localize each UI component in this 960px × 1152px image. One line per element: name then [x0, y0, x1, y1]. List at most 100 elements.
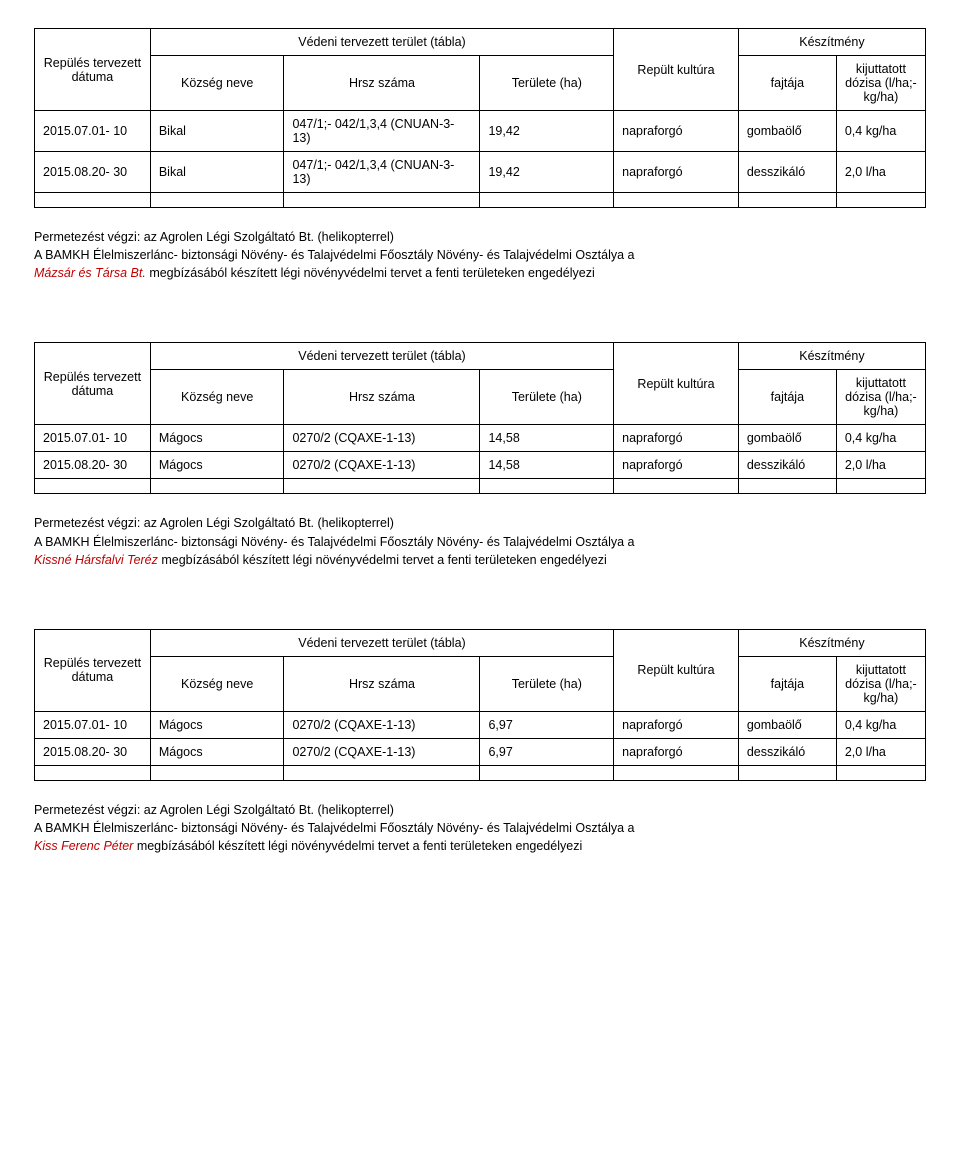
cell-village: Mágocs — [150, 738, 284, 765]
para-line1: Permetezést végzi: az Agrolen Légi Szolg… — [34, 516, 394, 530]
table-row-empty — [35, 479, 926, 494]
para-suffix: megbízásából készített légi növényvédelm… — [158, 553, 607, 567]
cell-culture: napraforgó — [614, 152, 739, 193]
th-area-group: Védeni tervezett terület (tábla) — [150, 29, 613, 56]
para-name: Kissné Hársfalvi Teréz — [34, 553, 158, 567]
table-row: 2015.07.01- 10 Mágocs 0270/2 (CQAXE-1-13… — [35, 711, 926, 738]
cell-hrsz: 047/1;- 042/1,3,4 (CNUAN-3-13) — [284, 111, 480, 152]
cell-area: 19,42 — [480, 152, 614, 193]
para-name: Mázsár és Társa Bt. — [34, 266, 146, 280]
data-table-3: Repülés tervezett dátuma Védeni tervezet… — [34, 629, 926, 781]
cell-date: 2015.08.20- 30 — [35, 452, 151, 479]
paragraph-1: Permetezést végzi: az Agrolen Légi Szolg… — [34, 228, 926, 282]
data-table-2: Repülés tervezett dátuma Védeni tervezet… — [34, 342, 926, 494]
th-culture: Repült kultúra — [614, 629, 739, 711]
cell-village: Mágocs — [150, 452, 284, 479]
cell-area: 6,97 — [480, 738, 614, 765]
para-line2: A BAMKH Élelmiszerlánc- biztonsági Növén… — [34, 535, 634, 549]
th-date: Repülés tervezett dátuma — [35, 629, 151, 711]
th-culture: Repült kultúra — [614, 343, 739, 425]
th-dose: kijuttatott dózisa (l/ha;- kg/ha) — [836, 56, 925, 111]
para-line2: A BAMKH Élelmiszerlánc- biztonsági Növén… — [34, 248, 634, 262]
table-row: 2015.08.20- 30 Mágocs 0270/2 (CQAXE-1-13… — [35, 452, 926, 479]
cell-date: 2015.07.01- 10 — [35, 425, 151, 452]
cell-date: 2015.07.01- 10 — [35, 711, 151, 738]
cell-culture: napraforgó — [614, 111, 739, 152]
th-dose: kijuttatott dózisa (l/ha;- kg/ha) — [836, 656, 925, 711]
cell-type: gombaölő — [738, 425, 836, 452]
th-product-group: Készítmény — [738, 343, 925, 370]
cell-dose: 2,0 l/ha — [836, 152, 925, 193]
cell-date: 2015.08.20- 30 — [35, 152, 151, 193]
cell-village: Mágocs — [150, 425, 284, 452]
data-table-1: Repülés tervezett dátuma Védeni tervezet… — [34, 28, 926, 208]
cell-village: Bikal — [150, 111, 284, 152]
cell-area: 14,58 — [480, 425, 614, 452]
cell-area: 6,97 — [480, 711, 614, 738]
th-area: Területe (ha) — [480, 656, 614, 711]
th-dose: kijuttatott dózisa (l/ha;- kg/ha) — [836, 370, 925, 425]
table-row-empty — [35, 765, 926, 780]
th-hrsz: Hrsz száma — [284, 56, 480, 111]
cell-hrsz: 0270/2 (CQAXE-1-13) — [284, 711, 480, 738]
th-village: Község neve — [150, 656, 284, 711]
cell-type: desszikáló — [738, 152, 836, 193]
section-1: Repülés tervezett dátuma Védeni tervezet… — [34, 28, 926, 282]
th-village: Község neve — [150, 56, 284, 111]
cell-date: 2015.07.01- 10 — [35, 111, 151, 152]
cell-dose: 2,0 l/ha — [836, 738, 925, 765]
table-row: 2015.07.01- 10 Bikal 047/1;- 042/1,3,4 (… — [35, 111, 926, 152]
section-2: Repülés tervezett dátuma Védeni tervezet… — [34, 342, 926, 568]
cell-culture: napraforgó — [614, 711, 739, 738]
cell-date: 2015.08.20- 30 — [35, 738, 151, 765]
table-header: Repülés tervezett dátuma Védeni tervezet… — [35, 629, 926, 711]
th-village: Község neve — [150, 370, 284, 425]
th-area: Területe (ha) — [480, 370, 614, 425]
th-type: fajtája — [738, 370, 836, 425]
th-hrsz: Hrsz száma — [284, 370, 480, 425]
cell-culture: napraforgó — [614, 425, 739, 452]
section-3: Repülés tervezett dátuma Védeni tervezet… — [34, 629, 926, 855]
cell-hrsz: 0270/2 (CQAXE-1-13) — [284, 452, 480, 479]
th-area: Területe (ha) — [480, 56, 614, 111]
cell-type: desszikáló — [738, 738, 836, 765]
cell-area: 14,58 — [480, 452, 614, 479]
cell-hrsz: 0270/2 (CQAXE-1-13) — [284, 425, 480, 452]
table-row: 2015.08.20- 30 Mágocs 0270/2 (CQAXE-1-13… — [35, 738, 926, 765]
para-name: Kiss Ferenc Péter — [34, 839, 133, 853]
th-type: fajtája — [738, 56, 836, 111]
table-row: 2015.08.20- 30 Bikal 047/1;- 042/1,3,4 (… — [35, 152, 926, 193]
th-date: Repülés tervezett dátuma — [35, 29, 151, 111]
cell-area: 19,42 — [480, 111, 614, 152]
cell-village: Mágocs — [150, 711, 284, 738]
th-area-group: Védeni tervezett terület (tábla) — [150, 343, 613, 370]
th-type: fajtája — [738, 656, 836, 711]
para-suffix: megbízásából készített légi növényvédelm… — [146, 266, 595, 280]
paragraph-2: Permetezést végzi: az Agrolen Légi Szolg… — [34, 514, 926, 568]
paragraph-3: Permetezést végzi: az Agrolen Légi Szolg… — [34, 801, 926, 855]
table-header: Repülés tervezett dátuma Védeni tervezet… — [35, 343, 926, 425]
table-row: 2015.07.01- 10 Mágocs 0270/2 (CQAXE-1-13… — [35, 425, 926, 452]
table-header: Repülés tervezett dátuma Védeni tervezet… — [35, 29, 926, 111]
cell-culture: napraforgó — [614, 738, 739, 765]
cell-dose: 0,4 kg/ha — [836, 111, 925, 152]
cell-dose: 2,0 l/ha — [836, 452, 925, 479]
para-line1: Permetezést végzi: az Agrolen Légi Szolg… — [34, 803, 394, 817]
th-hrsz: Hrsz száma — [284, 656, 480, 711]
th-area-group: Védeni tervezett terület (tábla) — [150, 629, 613, 656]
cell-hrsz: 047/1;- 042/1,3,4 (CNUAN-3-13) — [284, 152, 480, 193]
cell-dose: 0,4 kg/ha — [836, 425, 925, 452]
cell-culture: napraforgó — [614, 452, 739, 479]
cell-village: Bikal — [150, 152, 284, 193]
para-line2: A BAMKH Élelmiszerlánc- biztonsági Növén… — [34, 821, 634, 835]
cell-hrsz: 0270/2 (CQAXE-1-13) — [284, 738, 480, 765]
cell-type: desszikáló — [738, 452, 836, 479]
th-culture: Repült kultúra — [614, 29, 739, 111]
cell-type: gombaölő — [738, 111, 836, 152]
th-product-group: Készítmény — [738, 629, 925, 656]
cell-dose: 0,4 kg/ha — [836, 711, 925, 738]
th-product-group: Készítmény — [738, 29, 925, 56]
para-suffix: megbízásából készített légi növényvédelm… — [133, 839, 582, 853]
cell-type: gombaölő — [738, 711, 836, 738]
th-date: Repülés tervezett dátuma — [35, 343, 151, 425]
